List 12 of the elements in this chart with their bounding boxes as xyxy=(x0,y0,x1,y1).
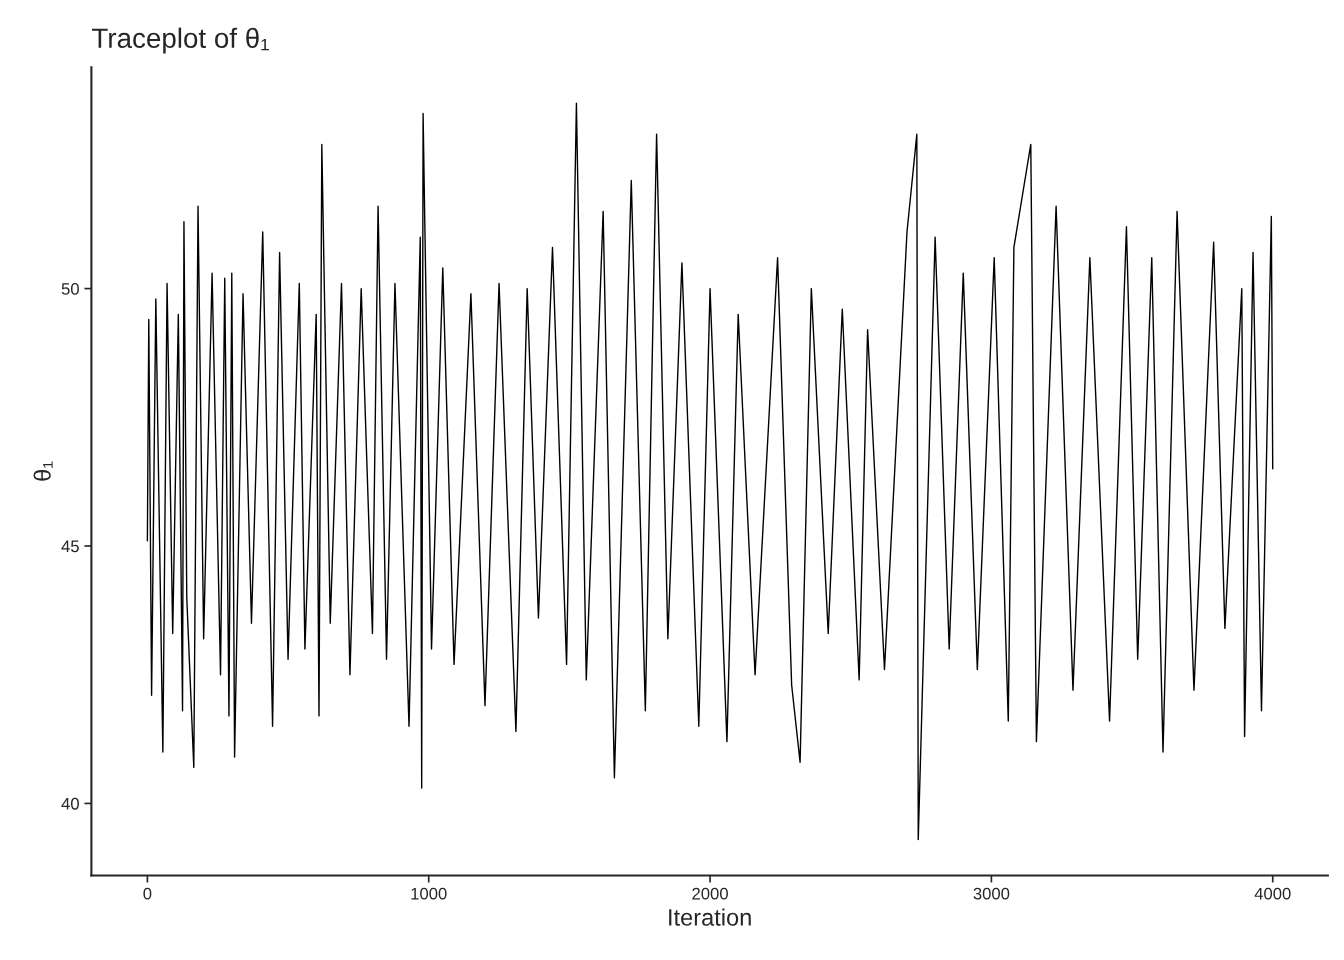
line-series xyxy=(146,102,1274,841)
y-tick-label: 45 xyxy=(61,540,79,553)
chart-title: Traceplot of θ₁ xyxy=(92,27,269,54)
y-tick-label: 50 xyxy=(61,282,79,295)
y-axis-title: θ₁ xyxy=(33,461,53,481)
x-tick-label: 0 xyxy=(143,887,152,900)
x-tick-label: 2000 xyxy=(692,887,728,900)
x-tick-label: 1000 xyxy=(411,887,447,900)
x-tick-label: 3000 xyxy=(973,887,1010,900)
y-tick-label: 40 xyxy=(61,797,79,810)
x-axis-title: Iteration xyxy=(669,908,751,926)
x-tick-label: 4000 xyxy=(1254,887,1291,900)
